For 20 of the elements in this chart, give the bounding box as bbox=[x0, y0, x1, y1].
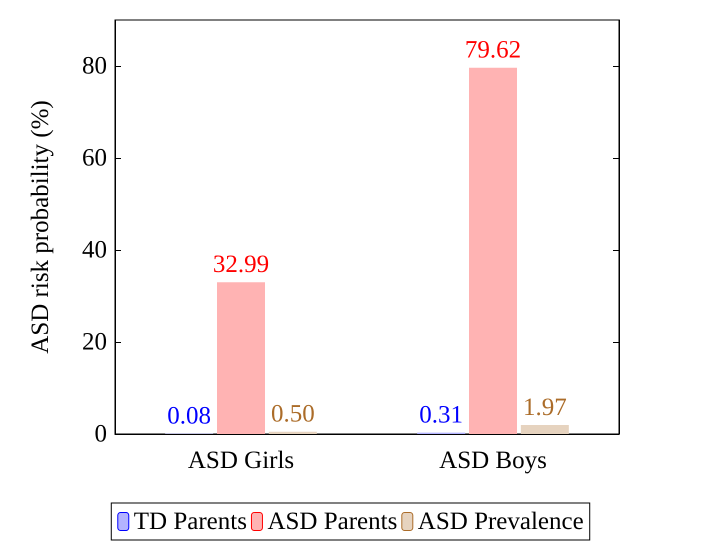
legend-label: ASD Parents bbox=[267, 508, 398, 535]
data-label: 79.62 bbox=[464, 36, 522, 64]
y-tick-label: 40 bbox=[82, 236, 107, 264]
legend-label: ASD Prevalence bbox=[418, 508, 584, 535]
data-label: 1.97 bbox=[522, 394, 567, 421]
bar bbox=[520, 424, 569, 434]
data-label: 0.31 bbox=[419, 402, 464, 429]
bar bbox=[469, 68, 517, 434]
y-tick-label: 80 bbox=[82, 52, 107, 80]
x-tick-label: ASD Boys bbox=[439, 447, 547, 474]
x-tick-label: ASD Girls bbox=[188, 447, 294, 474]
y-axis-title: ASD risk probability (%) bbox=[27, 100, 54, 354]
y-tick-label: 60 bbox=[82, 144, 107, 172]
legend-label: TD Parents bbox=[134, 508, 247, 535]
data-label: 0.08 bbox=[167, 402, 212, 430]
data-label: 32.99 bbox=[212, 251, 270, 278]
data-label: 0.50 bbox=[270, 400, 315, 428]
y-tick-label: 20 bbox=[82, 328, 107, 356]
y-tick-label: 0 bbox=[94, 420, 107, 448]
bar bbox=[217, 282, 265, 434]
